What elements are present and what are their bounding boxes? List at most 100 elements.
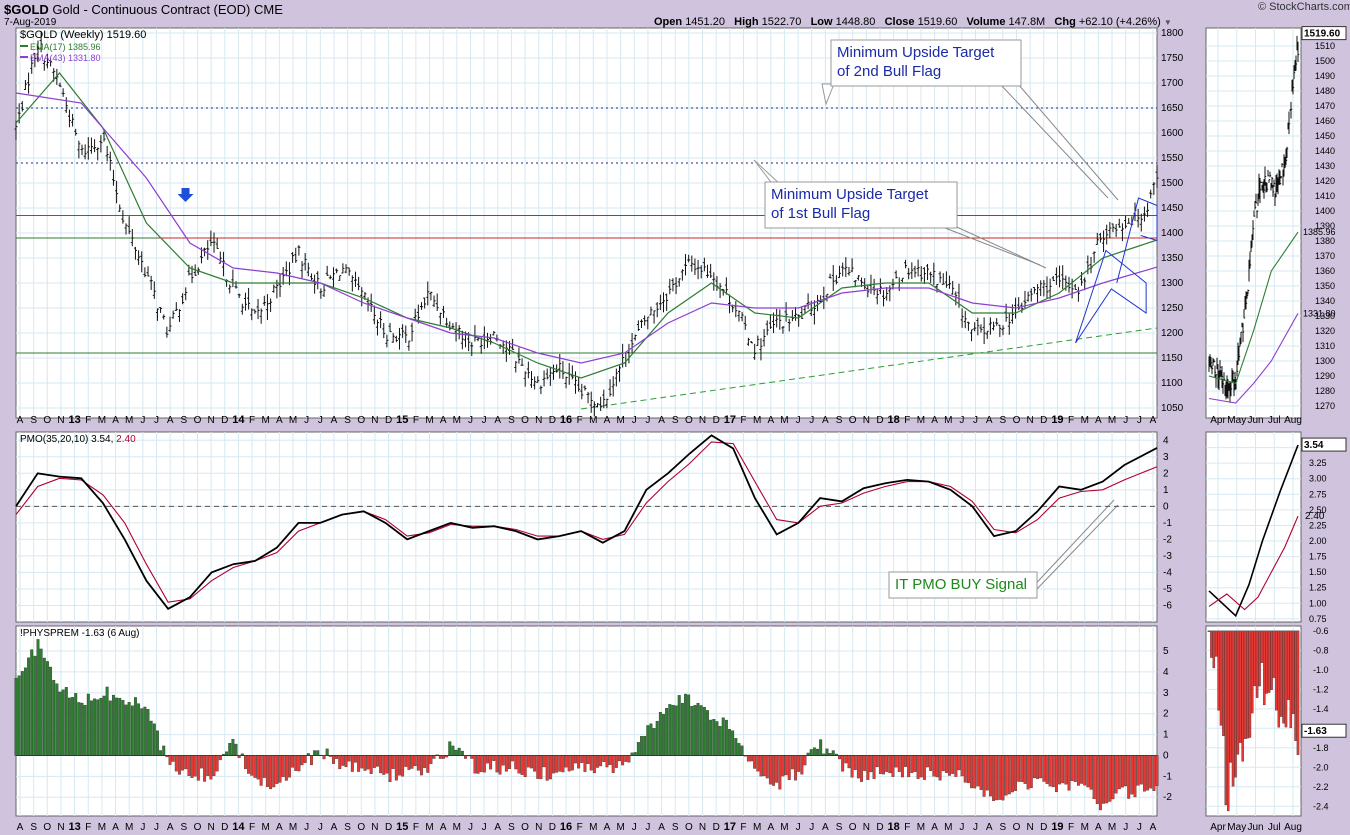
prem-bar — [558, 755, 562, 772]
prem-bar — [894, 755, 898, 768]
prem-bar — [1073, 755, 1077, 782]
prem-bar — [168, 755, 172, 765]
zoom-x-label: Jul — [1268, 415, 1281, 426]
prem-bar — [281, 755, 285, 777]
prem-bar — [470, 755, 474, 759]
prem-bar — [413, 755, 417, 767]
prem-bar — [124, 704, 128, 756]
prem-bar — [162, 745, 166, 756]
x-tick-label: M — [262, 822, 270, 833]
x-tick-label: D — [1040, 415, 1047, 426]
prem-bar — [1098, 755, 1102, 811]
x-tick-label: M — [453, 415, 461, 426]
prem-bar — [816, 748, 819, 756]
x-tick-label: D — [221, 415, 228, 426]
prem-bar — [108, 700, 112, 756]
x-tick-label: N — [1027, 822, 1034, 833]
prem-bar — [137, 703, 141, 756]
prem-bar — [272, 755, 276, 788]
callout-leader — [939, 225, 1041, 266]
prem-bar — [489, 755, 493, 770]
x-tick-label: O — [357, 415, 365, 426]
prem-tick-label: 1 — [1163, 730, 1169, 741]
prem-bar — [737, 743, 741, 756]
x-tick-label: J — [318, 822, 323, 833]
low-value: 1448.80 — [835, 16, 876, 28]
prem-bar — [1102, 755, 1106, 804]
prem-bar — [938, 755, 942, 781]
zoom-prem-bar — [1284, 630, 1288, 728]
prem-bar — [476, 755, 480, 774]
prem-bar — [822, 753, 826, 756]
prem-bar — [1152, 755, 1156, 791]
prem-bar — [542, 755, 546, 768]
prem-bar — [155, 730, 159, 756]
x-tick-label: M — [780, 415, 788, 426]
x-tick-label: F — [740, 415, 746, 426]
x-tick-label: J — [645, 822, 650, 833]
prem-bar — [1095, 755, 1099, 804]
prem-bar — [706, 710, 709, 756]
zoom-price-tag-box — [1301, 26, 1347, 41]
zoom-pmo-tick: 2.50 — [1309, 505, 1327, 515]
prem-bar — [250, 755, 254, 776]
bull-flag-2 — [1116, 197, 1158, 284]
prem-bar — [778, 755, 782, 790]
x-tick-label: 14 — [232, 821, 245, 833]
prem-bar — [803, 755, 807, 766]
prem-bar — [1136, 755, 1140, 786]
x-tick-label: S — [836, 415, 843, 426]
zoom-pmo-tick: 1.25 — [1309, 583, 1327, 593]
x-tick-label: D — [549, 822, 556, 833]
prem-bar — [900, 755, 904, 778]
prem-bar — [30, 649, 34, 756]
x-tick-label: M — [616, 822, 624, 833]
prem-bar — [640, 736, 643, 756]
prem-bar — [86, 693, 90, 756]
x-tick-label: D — [713, 415, 720, 426]
prem-bar — [885, 755, 889, 772]
prem-bar — [83, 705, 87, 756]
zoom-price-tick: 1500 — [1315, 56, 1335, 66]
prem-bar — [828, 753, 832, 756]
zoom-prem-bar — [1289, 630, 1293, 728]
prem-bar — [674, 705, 678, 756]
zoom-pmo-tick: 1.50 — [1309, 567, 1327, 577]
prem-bar — [533, 755, 537, 772]
long-term-trendline — [580, 327, 1158, 410]
prem-bar — [596, 755, 599, 768]
prem-bar — [1017, 755, 1021, 782]
prem-bar — [731, 730, 735, 756]
x-tick-label: 17 — [724, 821, 736, 833]
prem-bar — [806, 752, 810, 756]
x-tick-label: J — [632, 822, 637, 833]
x-tick-label: A — [931, 415, 938, 426]
prem-bar — [451, 745, 455, 756]
x-tick-label: A — [17, 822, 24, 833]
x-tick-label: F — [1068, 415, 1074, 426]
prem-bar — [552, 755, 555, 774]
zoom-pmo-tick: 2.00 — [1309, 536, 1327, 546]
x-tick-label: A — [276, 822, 283, 833]
pmo-tick-label: 3 — [1163, 452, 1169, 463]
prem-bar — [941, 755, 945, 772]
pmo-tick-label: -3 — [1163, 551, 1172, 562]
prem-bar — [498, 755, 502, 775]
x-tick-label: A — [440, 822, 447, 833]
x-tick-label: M — [917, 822, 925, 833]
prem-bar — [1142, 755, 1146, 792]
zoom-price-tick: 1400 — [1315, 206, 1335, 216]
x-tick-label: A — [112, 415, 119, 426]
prem-bar — [275, 755, 279, 784]
prem-bar — [504, 755, 508, 772]
pmo-tick-label: -1 — [1163, 518, 1172, 529]
prem-bar — [27, 657, 31, 756]
prem-bar — [539, 755, 543, 780]
x-tick-label: F — [85, 822, 91, 833]
prem-bar — [206, 755, 210, 776]
prem-bar — [410, 755, 414, 769]
prem-bar — [1054, 755, 1058, 793]
prem-bar — [768, 755, 772, 785]
x-tick-label: A — [986, 822, 993, 833]
prem-bar — [1026, 755, 1030, 790]
